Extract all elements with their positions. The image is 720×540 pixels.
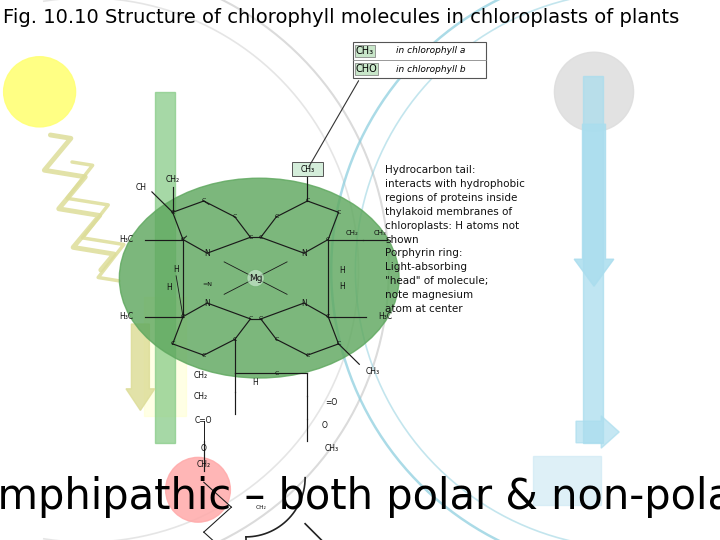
Circle shape — [554, 52, 634, 131]
Text: H: H — [253, 378, 258, 387]
Text: C: C — [305, 199, 310, 204]
Text: CH₂: CH₂ — [166, 175, 180, 184]
FancyBboxPatch shape — [353, 42, 486, 78]
FancyArrow shape — [126, 324, 155, 410]
Text: C: C — [233, 214, 237, 219]
Text: Hydrocarbon tail:
interacts with hydrophobic
regions of proteins inside
thylakoi: Hydrocarbon tail: interacts with hydroph… — [385, 165, 525, 245]
Ellipse shape — [120, 178, 399, 378]
Text: C: C — [258, 316, 263, 321]
Text: H: H — [339, 281, 345, 291]
Bar — [155, 92, 175, 443]
Text: C: C — [336, 341, 341, 346]
Text: CH₂: CH₂ — [193, 392, 207, 401]
Text: C: C — [326, 314, 330, 319]
Text: =O: =O — [325, 399, 338, 407]
Text: C: C — [274, 371, 279, 376]
Bar — [533, 456, 601, 505]
Text: Amphipathic – both polar & non-polar: Amphipathic – both polar & non-polar — [0, 476, 720, 518]
Ellipse shape — [4, 57, 76, 127]
FancyBboxPatch shape — [292, 162, 323, 176]
Text: H: H — [174, 265, 179, 274]
Text: C: C — [336, 210, 341, 215]
Text: Fig. 10.10 Structure of chlorophyll molecules in chloroplasts of plants: Fig. 10.10 Structure of chlorophyll mole… — [3, 8, 679, 27]
FancyArrow shape — [575, 124, 613, 286]
Text: CH₃: CH₃ — [300, 165, 315, 174]
Text: H: H — [339, 266, 345, 275]
Text: H₃C: H₃C — [378, 312, 392, 321]
Text: CH₂: CH₂ — [193, 371, 207, 380]
Text: CH₂: CH₂ — [346, 230, 359, 236]
Text: C: C — [233, 337, 237, 342]
Text: Porphyrin ring:
Light-absorbing
"head" of molecule;
note magnesium
atom at cente: Porphyrin ring: Light-absorbing "head" o… — [385, 248, 489, 314]
Text: CH₃: CH₃ — [374, 230, 387, 236]
Text: C: C — [274, 337, 279, 342]
Text: CH₃: CH₃ — [366, 367, 380, 376]
FancyArrow shape — [576, 416, 619, 448]
Text: H₃C: H₃C — [119, 235, 133, 244]
Text: C: C — [171, 210, 175, 215]
Text: CH: CH — [136, 183, 147, 192]
Text: C: C — [181, 314, 185, 319]
Text: C: C — [202, 199, 206, 204]
Text: CHO: CHO — [356, 64, 377, 74]
Text: N: N — [301, 299, 307, 308]
Text: N: N — [204, 299, 210, 308]
Text: CH₂: CH₂ — [256, 505, 266, 510]
Text: N: N — [204, 248, 210, 258]
Text: C: C — [181, 237, 185, 242]
Circle shape — [166, 457, 230, 522]
Text: in chlorophyll b: in chlorophyll b — [396, 65, 466, 73]
Text: C=O: C=O — [195, 416, 212, 426]
Text: H: H — [166, 282, 172, 292]
Text: C: C — [326, 237, 330, 242]
Text: C: C — [274, 214, 279, 219]
Text: CH₃: CH₃ — [356, 46, 374, 56]
Text: C: C — [248, 316, 253, 321]
Text: Mg: Mg — [249, 274, 262, 282]
Text: C: C — [171, 341, 175, 346]
Text: CH₂: CH₂ — [197, 460, 211, 469]
Text: C: C — [248, 235, 253, 240]
Text: N: N — [301, 248, 307, 258]
Text: O: O — [322, 421, 328, 430]
Text: C: C — [202, 353, 206, 357]
Text: CH₃: CH₃ — [325, 444, 338, 453]
Bar — [583, 76, 603, 443]
Bar — [144, 297, 186, 416]
Text: O: O — [201, 444, 207, 453]
Text: in chlorophyll a: in chlorophyll a — [396, 46, 465, 55]
Text: C: C — [305, 353, 310, 357]
Text: H₃C: H₃C — [119, 312, 133, 321]
Text: =N: =N — [202, 282, 212, 287]
Text: C: C — [258, 235, 263, 240]
